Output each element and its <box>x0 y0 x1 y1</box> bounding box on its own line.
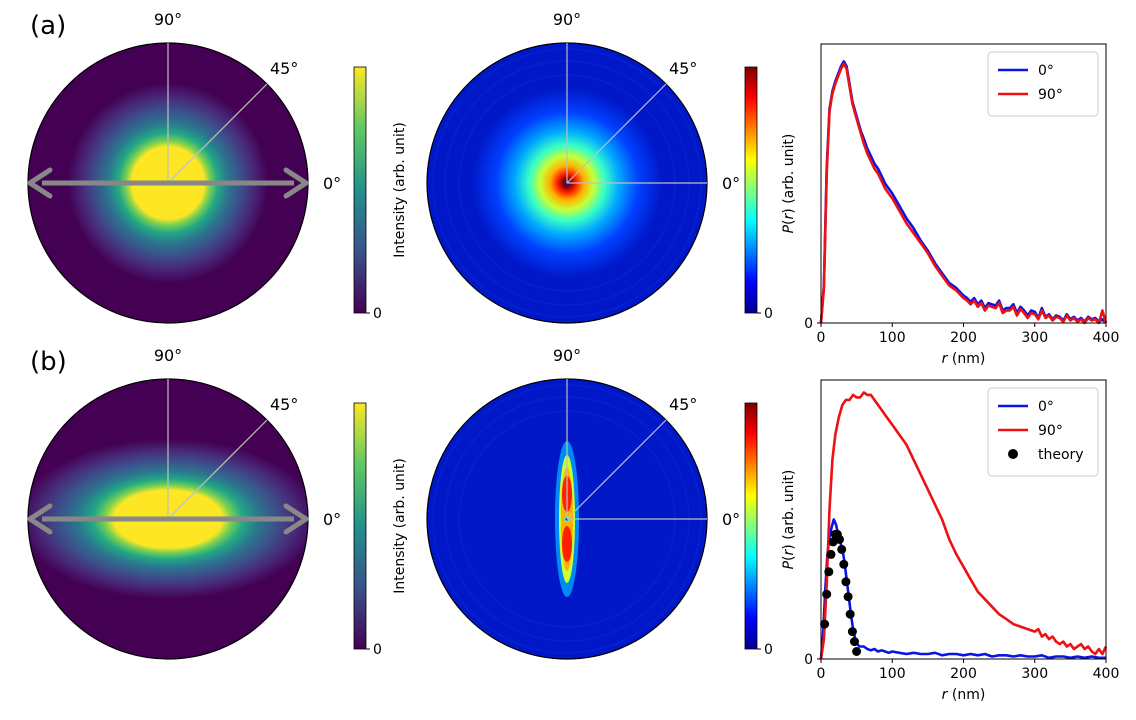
theory-point <box>845 609 855 619</box>
angle-label-90: 90° <box>553 346 581 365</box>
legend-box <box>987 51 1099 117</box>
viridis-map-a: 90° 45° 0° <box>27 10 341 324</box>
y-axis-label: P(r) (arb. unit) <box>781 470 797 570</box>
colorbar-ylabel: Intensity (arb. unit) <box>392 458 408 594</box>
angle-label-45: 45° <box>270 395 298 414</box>
angle-label-45: 45° <box>669 395 697 414</box>
x-tick-label: 0 <box>817 330 826 346</box>
colorbar-jet-a: 0 <box>744 66 773 322</box>
theory-point <box>841 577 851 587</box>
jet-lobe-lower <box>562 526 572 562</box>
colorbar-gradient <box>744 402 758 650</box>
x-tick-label: 300 <box>1021 330 1048 346</box>
angle-label-0: 0° <box>722 510 740 529</box>
theory-point <box>820 619 830 629</box>
theory-point <box>822 589 832 599</box>
guide-45 <box>566 83 667 184</box>
series-line-0 <box>819 518 1106 660</box>
y-tick-label: 0 <box>804 652 813 668</box>
arrow-head-right-icon <box>283 503 309 535</box>
theory-point <box>839 559 849 569</box>
theory-point <box>826 549 836 559</box>
arrow-head-right-icon <box>283 167 309 199</box>
angle-label-90: 90° <box>154 10 182 29</box>
theory-point <box>847 627 857 637</box>
theory-point <box>852 647 862 656</box>
colorbar-gradient <box>353 402 367 650</box>
colorbar-ylabel: Intensity (arb. unit) <box>392 122 408 258</box>
colorbar-gradient <box>353 66 367 314</box>
theory-point <box>837 544 847 554</box>
arrow-head-left-icon <box>27 167 53 199</box>
jet-map-a: 90° 45° 0° <box>426 10 740 324</box>
x-tick-label: 100 <box>879 330 906 346</box>
series-line-1 <box>819 62 1108 325</box>
angle-label-90: 90° <box>154 346 182 365</box>
colorbar-jet-b: 0 <box>744 402 773 658</box>
legend-label: theory <box>1038 447 1084 463</box>
pr-chart-a: 0 100 200 300 400 0 r (nm) P(r) (arb. unit) 0° 90… <box>781 43 1120 367</box>
x-tick-label: 0 <box>817 666 826 682</box>
y-axis-label: P(r) (arb. unit) <box>781 134 797 234</box>
jet-map-b: 90° 45° 0° <box>426 346 740 660</box>
x-axis-label: r (nm) <box>942 351 986 367</box>
guide-45 <box>566 419 667 520</box>
angle-label-45: 45° <box>669 59 697 78</box>
theory-point <box>843 592 853 602</box>
legend-label: 0° <box>1038 399 1054 415</box>
angle-label-0: 0° <box>323 510 341 529</box>
x-tick-label: 200 <box>950 330 977 346</box>
angle-label-45: 45° <box>270 59 298 78</box>
panel-label-a: (a) <box>30 11 66 41</box>
colorbar-viridis-a: 0 Intensity (arb. unit) <box>353 66 408 322</box>
x-tick-label: 400 <box>1093 330 1120 346</box>
angle-label-90: 90° <box>553 10 581 29</box>
colorbar-tick-0: 0 <box>373 642 382 658</box>
legend-label: 90° <box>1038 423 1063 439</box>
colorbar-gradient <box>744 66 758 314</box>
series-line-1 <box>819 391 1108 660</box>
theory-point <box>835 534 844 544</box>
pr-chart-b: 0 100 200 300 400 0 r (nm) P(r) (arb. unit) 0° 90… <box>781 379 1120 703</box>
colorbar-tick-0: 0 <box>373 306 382 322</box>
angle-label-0: 0° <box>722 174 740 193</box>
theory-point <box>850 637 859 647</box>
colorbar-viridis-b: 0 Intensity (arb. unit) <box>353 402 408 658</box>
x-tick-label: 200 <box>950 666 977 682</box>
viridis-map-b: 90° 45° 0° <box>27 346 341 660</box>
colorbar-tick-0: 0 <box>764 642 773 658</box>
panel-label-b: (b) <box>30 347 67 377</box>
guide-45 <box>167 419 268 520</box>
row-b: (b) 90° 45° 0° 0 Intensity (arb. unit) <box>27 346 1120 703</box>
x-axis-label: r (nm) <box>942 687 986 703</box>
colorbar-tick-0: 0 <box>764 306 773 322</box>
legend-label: 90° <box>1038 87 1063 103</box>
guide-45 <box>167 83 268 184</box>
y-tick-label: 0 <box>804 316 813 332</box>
x-tick-label: 300 <box>1021 666 1048 682</box>
arrow-head-left-icon <box>27 503 53 535</box>
legend-swatch <box>1008 449 1018 459</box>
legend-label: 0° <box>1038 63 1054 79</box>
angle-label-0: 0° <box>323 174 341 193</box>
row-a: (a) 90° 45° 0° 0 Intensity (arb. unit) <box>27 10 1120 367</box>
x-tick-label: 100 <box>879 666 906 682</box>
theory-point <box>824 567 834 577</box>
x-tick-label: 400 <box>1093 666 1120 682</box>
